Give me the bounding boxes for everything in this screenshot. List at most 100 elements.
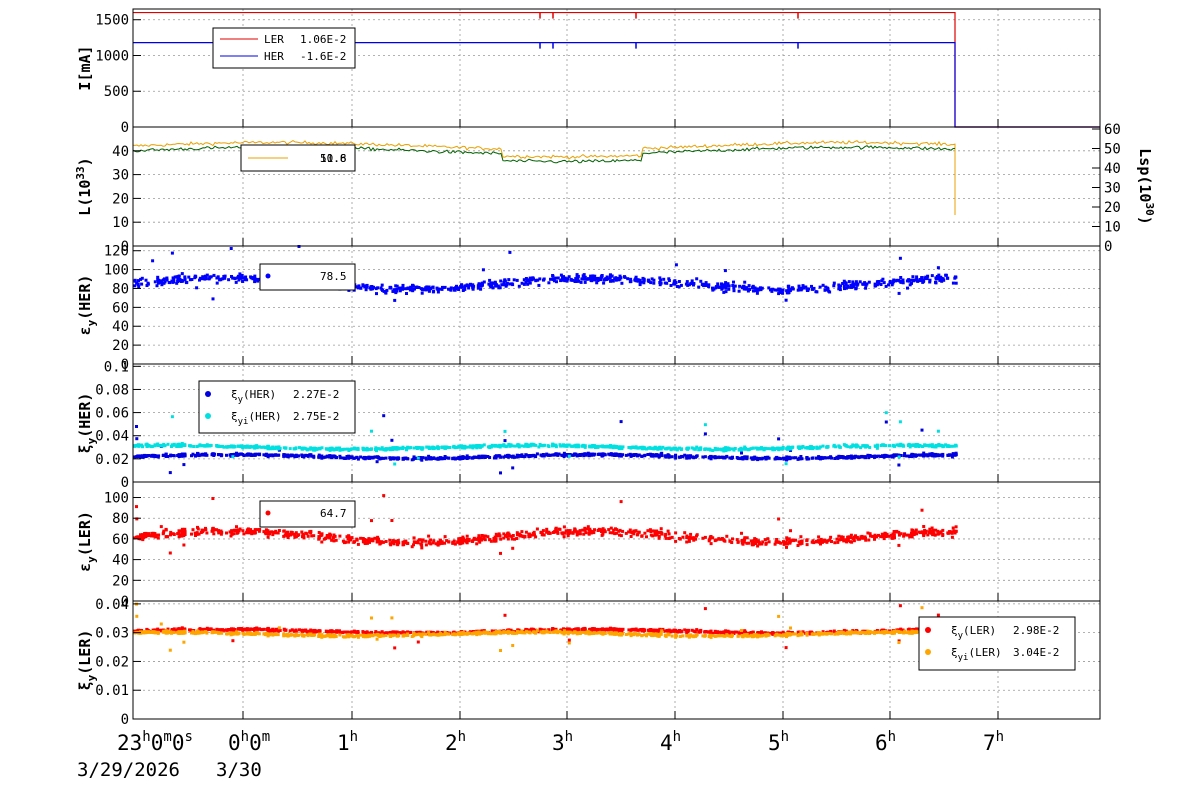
data-point bbox=[861, 444, 864, 447]
data-point bbox=[428, 457, 431, 460]
data-point bbox=[822, 284, 825, 287]
data-point bbox=[175, 445, 178, 448]
data-point bbox=[338, 634, 341, 637]
data-point bbox=[760, 635, 763, 638]
data-point bbox=[817, 535, 820, 538]
data-point bbox=[344, 541, 347, 544]
data-point bbox=[911, 444, 914, 447]
data-point bbox=[620, 500, 623, 503]
data-point bbox=[532, 444, 535, 447]
data-point bbox=[392, 540, 395, 543]
data-point bbox=[556, 532, 559, 535]
data-point bbox=[413, 447, 416, 450]
data-point bbox=[444, 445, 447, 448]
data-point bbox=[800, 447, 803, 450]
data-point bbox=[921, 509, 924, 512]
data-point bbox=[141, 445, 144, 448]
data-point bbox=[385, 447, 388, 450]
data-point bbox=[347, 541, 350, 544]
data-point bbox=[921, 429, 924, 432]
data-point bbox=[420, 546, 423, 549]
data-point bbox=[194, 275, 197, 278]
data-point bbox=[686, 284, 689, 287]
data-point bbox=[743, 446, 746, 449]
data-point bbox=[146, 443, 149, 446]
data-point bbox=[799, 457, 802, 460]
data-point bbox=[675, 263, 678, 266]
data-point bbox=[732, 286, 735, 289]
data-point bbox=[511, 466, 514, 469]
data-point bbox=[432, 456, 435, 459]
data-point bbox=[649, 528, 652, 531]
data-point bbox=[658, 276, 661, 279]
data-point bbox=[761, 447, 764, 450]
data-point bbox=[668, 279, 671, 282]
data-point bbox=[791, 286, 794, 289]
data-point bbox=[615, 528, 618, 531]
data-point bbox=[642, 277, 645, 280]
data-point bbox=[326, 536, 329, 539]
data-point bbox=[201, 277, 204, 280]
data-point bbox=[144, 455, 147, 458]
data-point bbox=[195, 286, 198, 289]
data-point bbox=[811, 446, 814, 449]
data-point bbox=[251, 628, 254, 631]
data-point bbox=[609, 628, 612, 631]
data-point bbox=[176, 454, 179, 457]
data-point bbox=[184, 533, 187, 536]
data-point bbox=[526, 279, 529, 282]
data-point bbox=[658, 537, 661, 540]
data-point bbox=[440, 446, 443, 449]
data-point bbox=[454, 543, 457, 546]
data-point bbox=[815, 447, 818, 450]
data-point bbox=[165, 453, 168, 456]
data-point bbox=[474, 456, 477, 459]
data-point bbox=[212, 527, 215, 530]
data-point bbox=[837, 455, 840, 458]
data-point bbox=[775, 456, 778, 459]
data-point bbox=[743, 286, 746, 289]
data-point bbox=[764, 458, 767, 461]
data-point bbox=[147, 534, 150, 537]
data-point bbox=[650, 534, 653, 537]
data-point bbox=[555, 277, 558, 280]
data-point bbox=[164, 280, 167, 283]
data-point bbox=[437, 291, 440, 294]
data-point bbox=[902, 279, 905, 282]
data-point bbox=[664, 535, 667, 538]
data-point bbox=[319, 447, 322, 450]
data-point bbox=[157, 537, 160, 540]
data-point bbox=[499, 471, 502, 474]
data-point bbox=[888, 444, 891, 447]
data-point bbox=[629, 447, 632, 450]
data-point bbox=[192, 445, 195, 448]
data-point bbox=[922, 525, 925, 528]
data-point bbox=[265, 454, 268, 457]
data-point bbox=[722, 448, 725, 451]
data-point bbox=[649, 453, 652, 456]
panel-xi_ler bbox=[133, 603, 958, 652]
data-point bbox=[375, 292, 378, 295]
data-point bbox=[480, 445, 483, 448]
data-point bbox=[135, 437, 138, 440]
data-point bbox=[330, 629, 333, 632]
data-point bbox=[198, 444, 201, 447]
data-point bbox=[705, 448, 708, 451]
data-point bbox=[577, 444, 580, 447]
data-point bbox=[428, 447, 431, 450]
data-point bbox=[782, 289, 785, 292]
data-point bbox=[899, 604, 902, 607]
data-point bbox=[921, 453, 924, 456]
data-point bbox=[202, 529, 205, 532]
data-point bbox=[785, 546, 788, 549]
data-point bbox=[382, 494, 385, 497]
data-point bbox=[328, 454, 331, 457]
data-point bbox=[806, 539, 809, 542]
data-point bbox=[679, 538, 682, 541]
data-point bbox=[252, 453, 255, 456]
data-point bbox=[182, 544, 185, 547]
data-point bbox=[215, 277, 218, 280]
data-point bbox=[205, 532, 208, 535]
data-point bbox=[843, 280, 846, 283]
data-point bbox=[885, 421, 888, 424]
